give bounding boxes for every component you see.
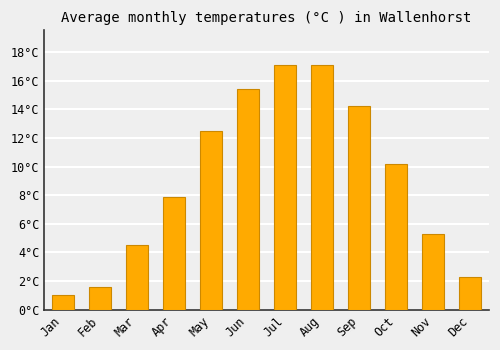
Bar	[274, 65, 296, 310]
Bar	[163, 197, 185, 310]
Title: Average monthly temperatures (°C ) in Wallenhorst: Average monthly temperatures (°C ) in Wa…	[62, 11, 472, 25]
Bar	[237, 89, 260, 310]
Bar	[52, 295, 74, 310]
Bar	[126, 245, 148, 310]
Bar	[422, 234, 444, 310]
Bar	[385, 164, 407, 310]
Bar	[311, 65, 334, 310]
Bar	[200, 131, 222, 310]
Bar	[460, 277, 481, 310]
Bar	[89, 287, 111, 310]
Bar	[348, 106, 370, 310]
